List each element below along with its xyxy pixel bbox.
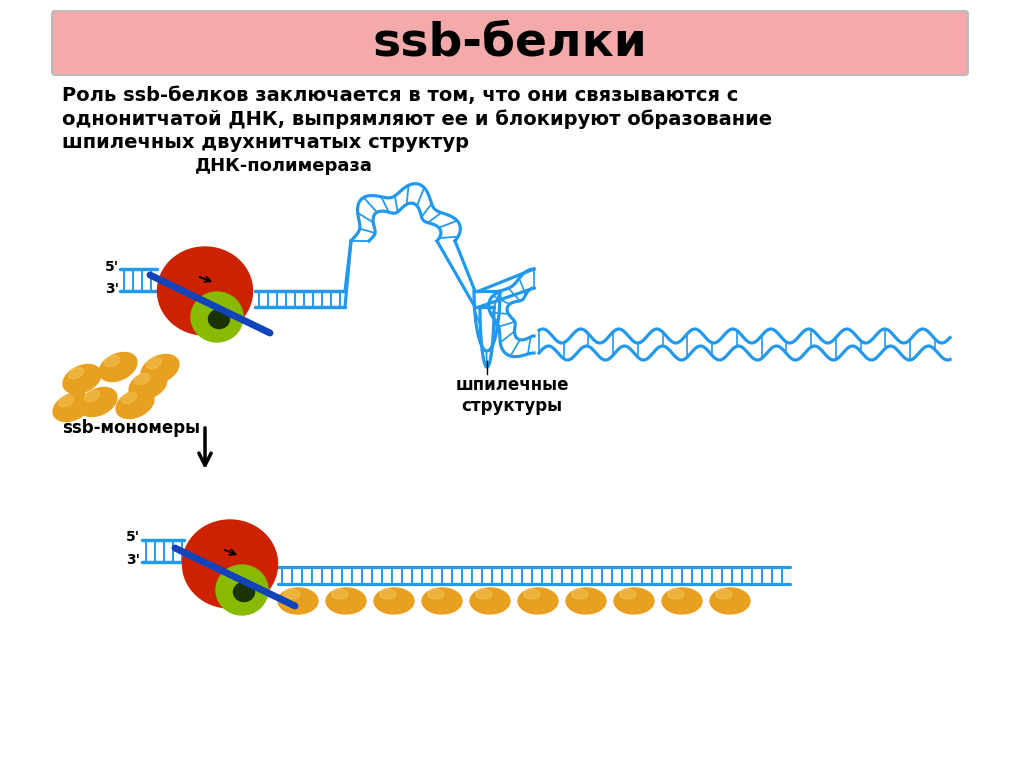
Ellipse shape <box>58 395 74 407</box>
Ellipse shape <box>53 393 91 422</box>
Ellipse shape <box>572 589 588 599</box>
Ellipse shape <box>470 588 510 614</box>
Text: однонитчатой ДНК, выпрямляют ее и блокируют образование: однонитчатой ДНК, выпрямляют ее и блокир… <box>62 109 772 129</box>
Text: 3': 3' <box>105 282 119 296</box>
Ellipse shape <box>158 247 253 335</box>
Text: шпилечные
структуры: шпилечные структуры <box>456 376 568 415</box>
FancyBboxPatch shape <box>52 11 968 75</box>
Ellipse shape <box>99 353 137 381</box>
Ellipse shape <box>326 588 366 614</box>
Ellipse shape <box>422 588 462 614</box>
Ellipse shape <box>428 589 444 599</box>
Ellipse shape <box>134 374 150 385</box>
Ellipse shape <box>710 588 750 614</box>
Ellipse shape <box>122 393 136 403</box>
Ellipse shape <box>476 589 492 599</box>
Ellipse shape <box>191 292 243 342</box>
Ellipse shape <box>116 390 154 419</box>
Ellipse shape <box>129 370 167 400</box>
Text: 3': 3' <box>126 553 140 567</box>
Ellipse shape <box>518 588 558 614</box>
Ellipse shape <box>79 387 117 416</box>
Ellipse shape <box>374 588 414 614</box>
Ellipse shape <box>284 589 300 599</box>
Ellipse shape <box>63 364 101 393</box>
Ellipse shape <box>182 520 278 608</box>
Ellipse shape <box>84 390 99 402</box>
Text: шпилечных двухнитчатых структур: шпилечных двухнитчатых структур <box>62 133 469 153</box>
Ellipse shape <box>524 589 540 599</box>
Ellipse shape <box>716 589 732 599</box>
Ellipse shape <box>668 589 684 599</box>
Text: 5': 5' <box>126 530 140 544</box>
Ellipse shape <box>146 357 162 369</box>
Text: ssb-мономеры: ssb-мономеры <box>62 419 200 437</box>
Ellipse shape <box>614 588 654 614</box>
Ellipse shape <box>278 588 318 614</box>
Ellipse shape <box>380 589 396 599</box>
Text: ДНК-полимераза: ДНК-полимераза <box>195 157 373 175</box>
Ellipse shape <box>620 589 636 599</box>
Ellipse shape <box>209 310 229 328</box>
Ellipse shape <box>662 588 702 614</box>
Ellipse shape <box>104 355 120 367</box>
Ellipse shape <box>141 354 179 384</box>
Text: ssb-белки: ssb-белки <box>373 21 647 65</box>
Ellipse shape <box>332 589 348 599</box>
Ellipse shape <box>566 588 606 614</box>
Text: Роль ssb-белков заключается в том, что они связываются с: Роль ssb-белков заключается в том, что о… <box>62 85 738 104</box>
Ellipse shape <box>69 367 84 379</box>
Ellipse shape <box>233 582 255 601</box>
Text: 5': 5' <box>104 260 119 274</box>
Ellipse shape <box>216 565 268 615</box>
